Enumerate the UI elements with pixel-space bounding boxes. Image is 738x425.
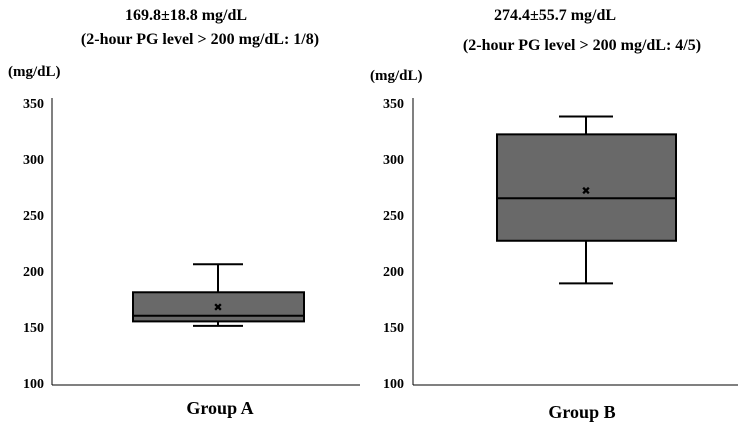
box-iqr-group-b: [496, 133, 677, 242]
panel-group-b: 274.4±55.7 mg/dL (2-hour PG level > 200 …: [370, 7, 738, 422]
y-tick-label: 350: [23, 97, 44, 112]
subtitle-group-a: (2-hour PG level > 200 mg/dL: 1/8): [81, 31, 319, 48]
mean-marker-group-a: ✖: [213, 301, 222, 314]
title-group-b: 274.4±55.7 mg/dL: [494, 7, 616, 24]
y-tick-labels-group-a: 100 150 200 250 300 350: [23, 97, 44, 392]
y-tick-label: 300: [23, 153, 44, 168]
x-label-group-a: Group A: [186, 398, 253, 418]
panel-group-a: 169.8±18.8 mg/dL (2-hour PG level > 200 …: [8, 7, 360, 418]
y-tick-label: 200: [383, 265, 404, 280]
y-tick-label: 250: [383, 209, 404, 224]
y-tick-label: 200: [23, 265, 44, 280]
y-tick-labels-group-b: 100 150 200 250 300 350: [383, 97, 404, 392]
subtitle-group-b: (2-hour PG level > 200 mg/dL: 4/5): [463, 37, 701, 54]
x-label-group-b: Group B: [548, 402, 615, 422]
y-tick-label: 100: [23, 377, 44, 392]
title-group-a: 169.8±18.8 mg/dL: [125, 7, 247, 24]
y-axis-label-group-a: (mg/dL): [8, 64, 61, 80]
y-tick-label: 250: [23, 209, 44, 224]
y-tick-label: 150: [23, 321, 44, 336]
mean-marker-group-b: ✖: [581, 184, 590, 197]
y-tick-label: 300: [383, 153, 404, 168]
y-tick-label: 100: [383, 377, 404, 392]
y-tick-label: 150: [383, 321, 404, 336]
y-axis-label-group-b: (mg/dL): [370, 68, 423, 84]
y-tick-label: 350: [383, 97, 404, 112]
